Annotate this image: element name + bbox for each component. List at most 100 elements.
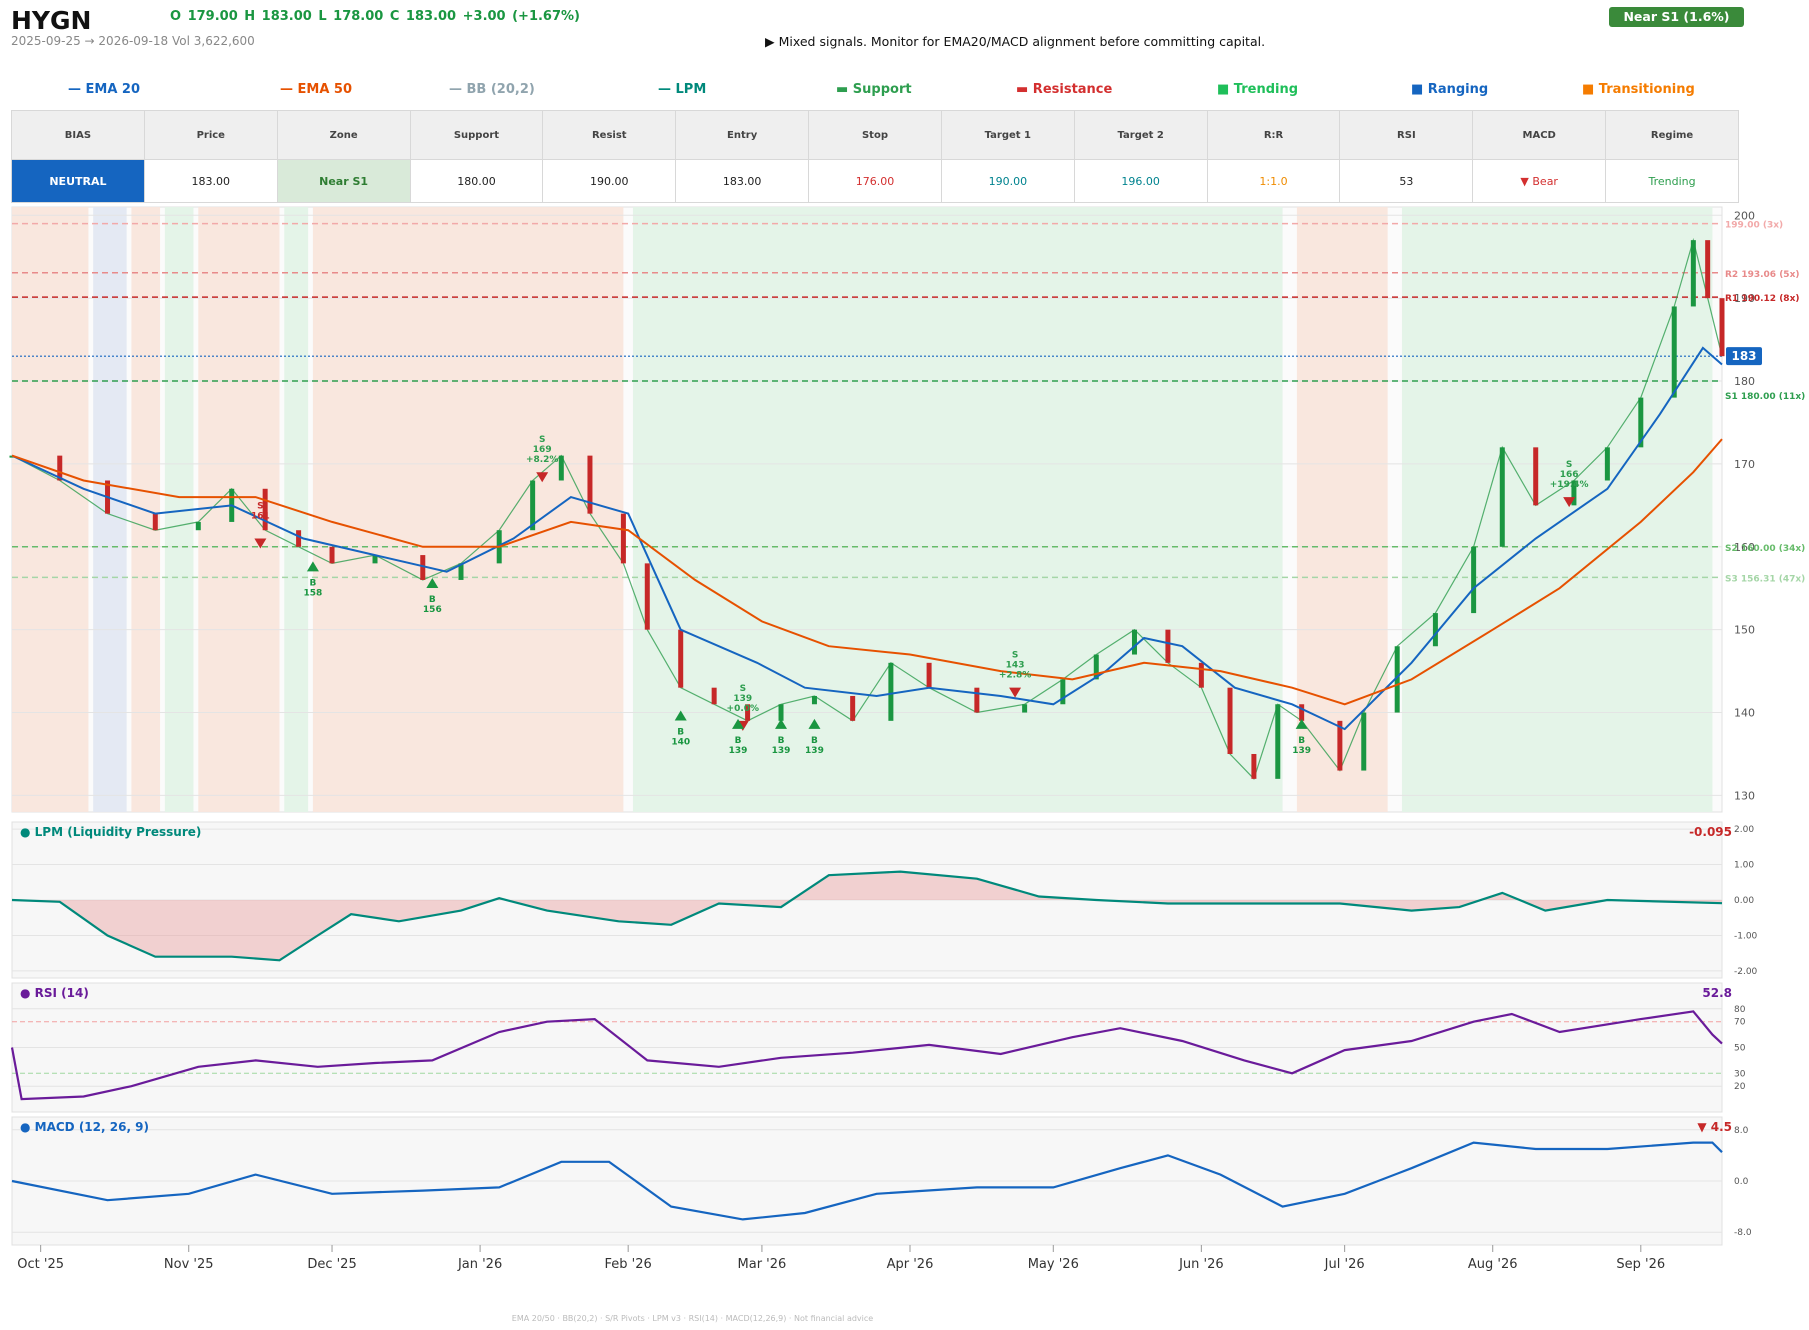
candle-body: [1165, 629, 1171, 663]
trade-summary-table: BIAS Price Zone Support Resist Entry Sto…: [11, 110, 1739, 203]
legend-ranging: ■ Ranging: [1411, 82, 1489, 97]
buy-marker-side: B: [429, 595, 436, 605]
candle-body: [1227, 687, 1233, 754]
candle-body: [1533, 447, 1539, 506]
candle-body: [1093, 654, 1099, 680]
x-tick-label: Aug '26: [1468, 1257, 1518, 1272]
sell-marker-return: +0.0%: [727, 704, 760, 714]
candle-body: [1394, 646, 1400, 713]
value-entry: 183.00: [675, 159, 810, 203]
buy-marker: [306, 561, 319, 572]
indicator-tick-label: 70: [1734, 1018, 1746, 1028]
signal-message: ▶ Mixed signals. Monitor for EMA20/MACD …: [765, 34, 1266, 49]
buy-marker-side: B: [735, 736, 742, 746]
candle-body: [57, 455, 63, 481]
legend-ema50: — EMA 50: [280, 82, 353, 97]
candle-body: [1198, 662, 1204, 688]
indicator-value: 52.8: [1702, 986, 1732, 1000]
header-regime: Regime: [1605, 110, 1739, 160]
lpm-area: [12, 871, 1722, 961]
candle-body: [926, 662, 932, 688]
header-rr: R:R: [1206, 110, 1341, 160]
candle-body: [1690, 240, 1696, 307]
price-tick-label: 190: [1734, 292, 1755, 305]
ohlc-readout: O 179.00 H 183.00 L 178.00 C 183.00 +3.0…: [170, 9, 580, 24]
x-tick-label: Oct '25: [17, 1257, 64, 1272]
candle-body: [296, 530, 302, 547]
header-target2: Target 2: [1073, 110, 1208, 160]
candle-body: [811, 695, 817, 705]
header-rsi: RSI: [1339, 110, 1474, 160]
sell-marker-return: +2.8%: [999, 671, 1032, 681]
sell-marker-price: 161: [251, 512, 270, 522]
candle-body: [152, 513, 158, 531]
footnote: EMA 20/50 · BB(20,2) · S/R Pivots · LPM …: [511, 1314, 874, 1323]
buy-marker-side: B: [1298, 736, 1305, 746]
sell-marker: [1009, 687, 1022, 698]
candle-body: [1671, 306, 1677, 398]
candle-body: [1299, 704, 1305, 721]
candle-body: [1638, 397, 1644, 448]
candle-body: [1604, 447, 1610, 481]
sell-marker-side: S: [740, 684, 746, 694]
sell-marker-price: 143: [1006, 661, 1025, 671]
sr-level-label: R1 190.12 (8x): [1725, 294, 1799, 304]
buy-marker: [674, 710, 687, 721]
ticker-symbol: HYGN: [11, 6, 92, 35]
series-line-ema-20: [11, 346, 1723, 731]
buy-marker: [426, 577, 439, 588]
indicator-line: [10, 1010, 1723, 1101]
sell-marker: [536, 472, 549, 483]
x-tick-label: Jan '26: [457, 1257, 502, 1272]
regime-band: [1401, 207, 1713, 812]
indicator-title: ● RSI (14): [20, 986, 89, 1000]
x-tick-label: Mar '26: [738, 1257, 787, 1272]
candle-body: [1060, 679, 1066, 705]
buy-marker-side: B: [778, 736, 785, 746]
sr-level-label: S2 160.00 (34x): [1725, 544, 1805, 554]
candle-body: [530, 480, 536, 531]
sell-marker: [254, 538, 267, 549]
x-tick-label: Jun '26: [1178, 1257, 1224, 1272]
buy-marker: [775, 718, 788, 729]
buy-marker-price: 156: [423, 605, 442, 615]
last-price-badge: [1726, 347, 1762, 366]
indicator-title: ● MACD (12, 26, 9): [20, 1120, 149, 1134]
buy-marker-price: 158: [304, 588, 323, 598]
header-macd: MACD: [1472, 110, 1607, 160]
candle-body: [587, 455, 593, 514]
buy-marker-price: 139: [772, 746, 791, 756]
value-rsi: 53: [1339, 159, 1474, 203]
legend-transitioning: ■ Transitioning: [1582, 82, 1695, 97]
sr-level-label: S3 156.31 (47x): [1725, 574, 1805, 584]
buy-marker-side: B: [811, 736, 818, 746]
indicator-tick-label: -1.00: [1734, 931, 1758, 941]
buy-marker: [732, 718, 745, 729]
legend-lpm: — LPM: [658, 82, 707, 97]
candle-body: [1275, 704, 1281, 779]
candle-body: [1471, 546, 1477, 614]
buy-marker: [1295, 718, 1308, 729]
sr-level-label: 199.00 (3x): [1725, 221, 1783, 231]
sell-marker-price: 166: [1560, 470, 1579, 480]
x-tick-label: Nov '25: [164, 1257, 214, 1272]
candle-body: [458, 563, 464, 580]
value-target1: 190.00: [940, 159, 1075, 203]
candle-body: [888, 662, 894, 721]
indicator-tick-label: -2.00: [1734, 967, 1758, 977]
candle-body: [558, 455, 564, 481]
buy-marker: [808, 718, 821, 729]
indicator-tick-label: 80: [1734, 1005, 1746, 1015]
indicator-value: ▼ 4.5: [1697, 1120, 1732, 1134]
legend-trending: ■ Trending: [1217, 82, 1299, 97]
value-support: 180.00: [409, 159, 544, 203]
indicator-title: ● LPM (Liquidity Pressure): [20, 825, 201, 839]
regime-band: [12, 207, 89, 812]
header-zone: Zone: [276, 110, 411, 160]
sell-marker-price: 169: [533, 445, 552, 455]
value-bias: NEUTRAL: [11, 159, 145, 203]
legend-bb: — BB (20,2): [449, 82, 535, 97]
legend-support: ▬ Support: [836, 82, 912, 97]
buy-marker-price: 139: [1292, 746, 1311, 756]
